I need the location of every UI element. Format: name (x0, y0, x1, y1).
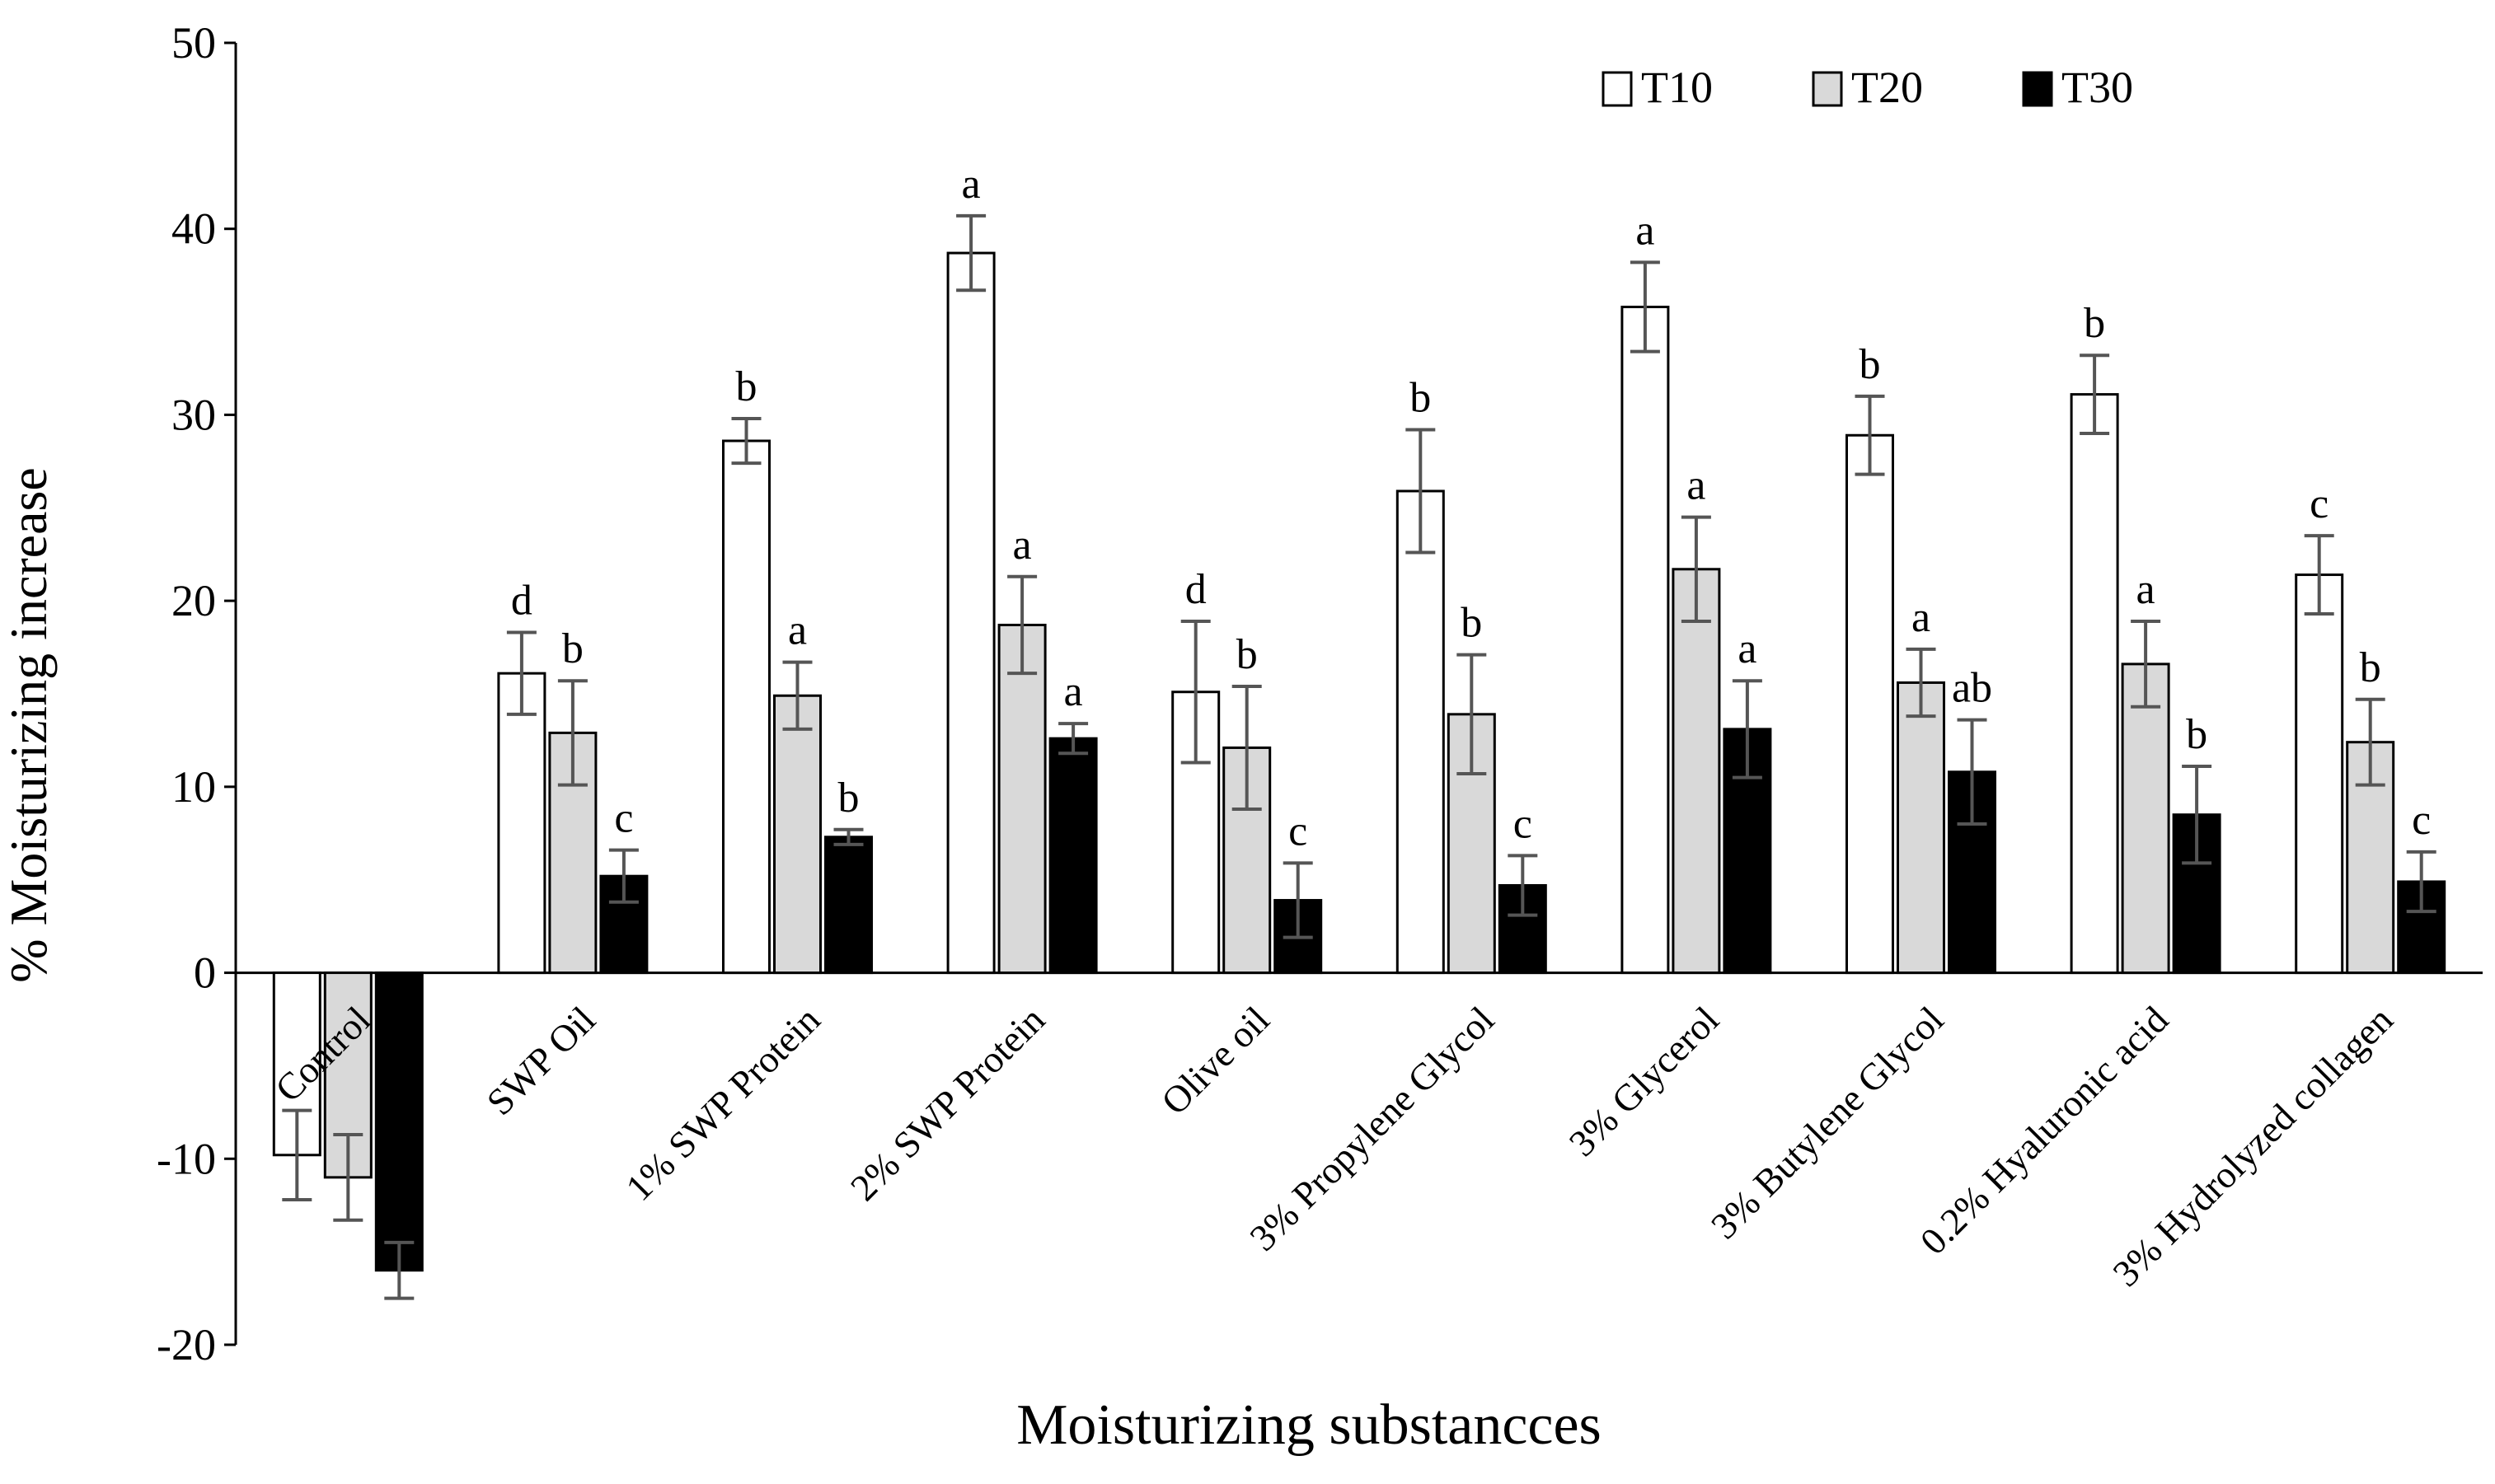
category-label: 1% SWP Protein (617, 999, 828, 1209)
significance-label: c (2310, 480, 2329, 527)
significance-label: b (1860, 341, 1881, 388)
category-label: 3% Glycerol (1561, 999, 1727, 1164)
bar-t10 (946, 251, 996, 975)
significance-label: a (1064, 668, 1083, 715)
y-tick-label: 30 (171, 390, 216, 439)
y-tick-label: 40 (171, 204, 216, 254)
bar-t10 (2070, 393, 2119, 975)
significance-label: b (2360, 644, 2381, 691)
significance-label: b (2186, 711, 2207, 758)
significance-label: a (1013, 522, 1032, 569)
significance-label: a (1686, 462, 1705, 509)
bar-t20 (1897, 681, 1945, 975)
significance-label: a (962, 161, 981, 208)
bar-t10 (1845, 433, 1894, 975)
bar-t10 (497, 672, 546, 975)
y-tick-label: 20 (171, 576, 216, 625)
significance-label: c (1513, 800, 1532, 847)
y-axis-title: % Moisturizing increase (0, 467, 58, 983)
legend-swatch-t20 (1812, 71, 1843, 107)
significance-label: d (1185, 566, 1207, 613)
legend-label: T20 (1851, 63, 1923, 112)
legend: T10 T20 T30 (1602, 63, 2133, 112)
category-label: 0.2% Hyaluronic acid (1912, 999, 2177, 1263)
legend-swatch-t30 (2022, 71, 2053, 107)
bar-t20 (773, 694, 822, 975)
significance-label: b (1409, 374, 1431, 421)
legend-label: T10 (1641, 63, 1713, 112)
y-tick-label: -20 (157, 1320, 216, 1369)
significance-label: a (788, 607, 807, 654)
significance-label: c (2412, 797, 2431, 844)
y-tick-label: 0 (194, 948, 216, 998)
y-tick-label: 50 (171, 18, 216, 68)
significance-label: b (1461, 600, 1482, 647)
significance-label: a (1635, 207, 1654, 254)
significance-label: ab (1952, 665, 1992, 712)
bar-t20 (1672, 568, 1721, 975)
x-axis-title: Moisturizing substancces (1016, 1393, 1602, 1457)
category-label: Olive oil (1153, 999, 1278, 1123)
significance-label: b (562, 625, 584, 672)
bar-t10 (722, 439, 771, 975)
y-tick-label: 10 (171, 762, 216, 812)
significance-label: c (1288, 808, 1307, 854)
significance-label: d (511, 578, 532, 625)
significance-label: b (838, 775, 860, 822)
category-label: SWP Oil (479, 999, 603, 1123)
significance-label: a (2136, 566, 2155, 613)
bar-t30 (374, 971, 424, 1272)
bar-t10 (1620, 306, 1670, 975)
significance-label: b (736, 363, 757, 410)
bar-t30 (824, 836, 873, 975)
significance-label: a (1911, 594, 1930, 641)
category-label: 3% Propylene Glycol (1241, 999, 1502, 1259)
category-label: 3% Butylene Glycol (1703, 999, 1952, 1248)
bar-t20 (997, 623, 1047, 975)
legend-label: T30 (2061, 63, 2133, 112)
bar-t30 (1048, 737, 1098, 975)
bar-t20 (2121, 662, 2170, 975)
legend-swatch-t10 (1602, 71, 1633, 107)
bar-t10 (2295, 573, 2344, 975)
significance-label: c (614, 795, 633, 842)
category-labels: Control SWP Oil 1% SWP Protein 2% SWP Prote… (267, 999, 2401, 1294)
significance-label: b (1236, 631, 1258, 678)
bar-t10 (1395, 489, 1445, 975)
category-label: 2% SWP Protein (842, 999, 1053, 1209)
y-tick-label: -10 (157, 1134, 216, 1183)
significance-label: b (2084, 300, 2105, 347)
significance-label: a (1738, 625, 1756, 672)
